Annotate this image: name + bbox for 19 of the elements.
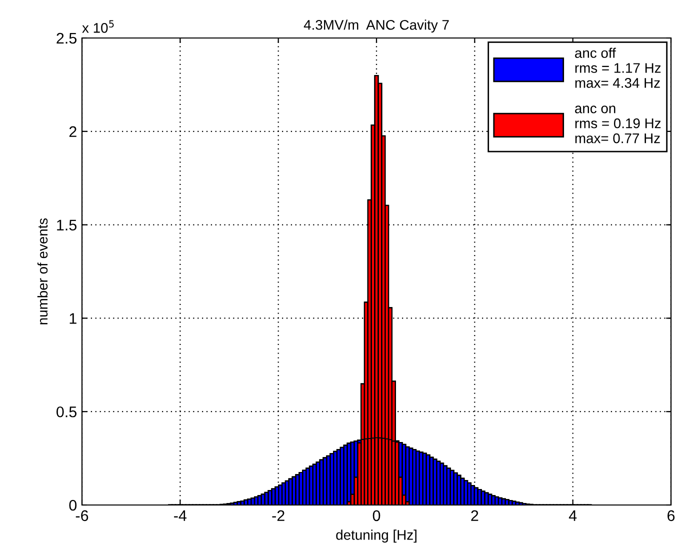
x-tick-label: 0 <box>372 510 380 522</box>
x-tick-label: 4 <box>568 510 577 521</box>
y-tick-label: 2.5 <box>56 32 76 44</box>
y-tick-label: 2 <box>69 126 76 137</box>
y-axis-title: number of events <box>37 218 48 324</box>
y-tick-label: 1 <box>70 313 76 324</box>
x-tick-label: -6 <box>76 510 88 522</box>
text: x 10$^{5}$ <box>82 20 114 33</box>
x-tick-label: -4 <box>174 510 187 521</box>
chart-title: 4.3MV/m ANC Cavity 7 <box>304 20 449 33</box>
x-tick-label: -2 <box>272 510 284 521</box>
y-tick-label: 0 <box>69 500 77 511</box>
x-axis-title: detuning [Hz] <box>336 530 416 543</box>
y-tick-label: 1.5 <box>57 220 76 230</box>
x-tick-label: 2 <box>471 510 478 521</box>
legend-label: anc on rms = 0.19 Hz max= 0.77 Hz <box>575 106 661 144</box>
x-tick-label: 6 <box>668 510 675 522</box>
legend-label: anc off rms = 1.17 Hz max= 4.34 Hz <box>575 48 661 88</box>
y-tick-label: 0.5 <box>56 406 76 418</box>
